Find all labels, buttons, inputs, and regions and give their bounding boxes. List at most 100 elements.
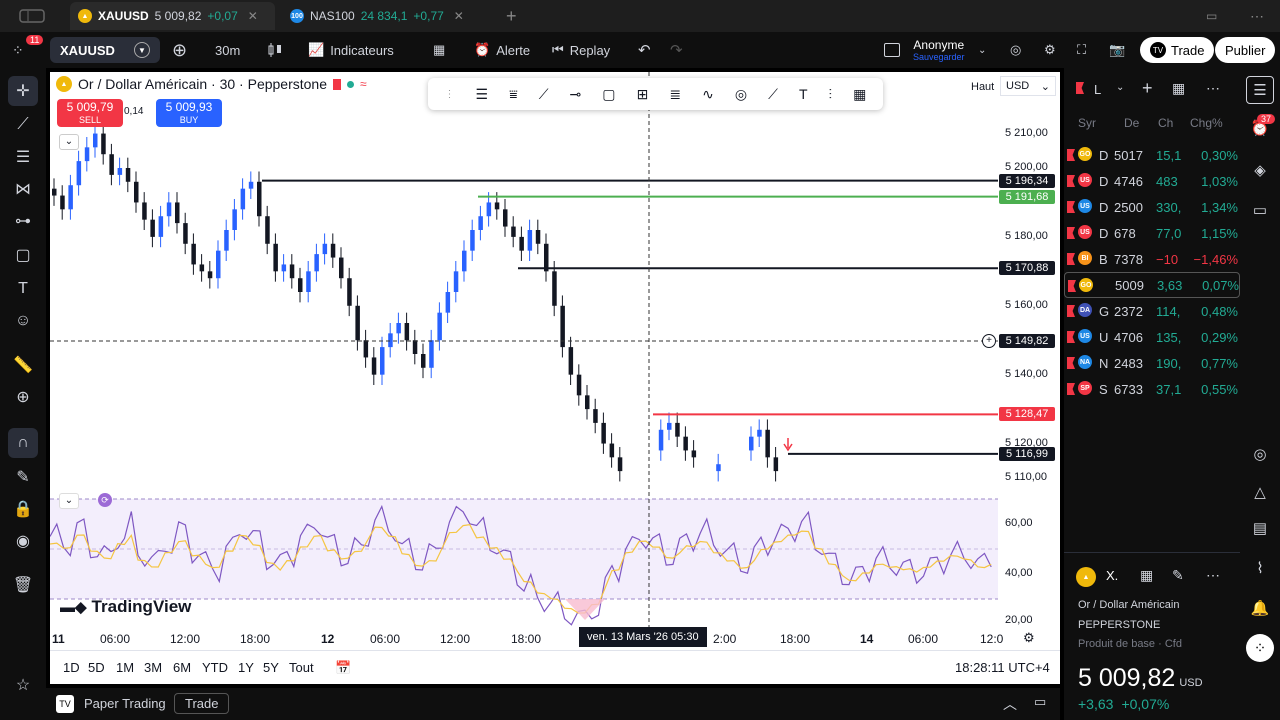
- watchlist-row[interactable]: US D 678 77,0 1,15%: [1064, 220, 1240, 246]
- alerts-icon[interactable]: ⏰: [1250, 120, 1270, 137]
- emoji-icon[interactable]: ☺: [14, 312, 32, 329]
- notifications-icon[interactable]: 🔔: [1250, 600, 1270, 617]
- chart-pane[interactable]: ▲ Or / Dollar Américain · 30 · Peppersto…: [50, 72, 1060, 650]
- watchlist-title[interactable]: L: [1094, 82, 1102, 97]
- grid-icon[interactable]: ▦: [853, 85, 867, 102]
- text-icon[interactable]: T: [798, 86, 808, 102]
- watchlist-row[interactable]: US U 4706 135, 0,29%: [1064, 324, 1240, 350]
- add-symbol-icon[interactable]: +: [1142, 78, 1153, 98]
- account-menu[interactable]: Anonyme Sauvegarder: [913, 32, 965, 68]
- more-icon[interactable]: ⋯: [1206, 80, 1220, 96]
- target-icon[interactable]: ◎: [1253, 446, 1267, 463]
- goto-date-icon[interactable]: 📅: [335, 660, 352, 675]
- layout-icon[interactable]: ▭: [1206, 9, 1218, 23]
- drag-handle-icon[interactable]: ⋮: [444, 88, 455, 100]
- watchlist-row[interactable]: SP S 6733 37,1 0,55%: [1064, 376, 1240, 402]
- indicators-button[interactable]: 📈 Indicateurs: [308, 32, 394, 68]
- compare-icon[interactable]: ▼: [134, 42, 150, 58]
- price-chart[interactable]: [50, 72, 1060, 650]
- ideas-icon[interactable]: △: [1254, 484, 1266, 501]
- brush-icon[interactable]: ⟋: [768, 85, 778, 102]
- parallel-channel-icon[interactable]: ⩸: [509, 85, 518, 102]
- collapse-legend-icon[interactable]: ⌄: [59, 134, 79, 150]
- rsi-settings-icon[interactable]: ⟳: [98, 493, 112, 507]
- buy-button[interactable]: 5 009,93 BUY: [156, 99, 222, 127]
- templates-icon[interactable]: ▦: [433, 42, 446, 57]
- alert-button[interactable]: ⏰ Alerte: [474, 32, 530, 68]
- circle-icon[interactable]: ◎: [734, 85, 748, 102]
- add-alert-icon[interactable]: +: [982, 334, 996, 348]
- tab-xauusd[interactable]: ▲ XAUUSD 5 009,82 +0,07 ✕: [70, 2, 275, 30]
- maximize-icon[interactable]: ▭: [1034, 694, 1047, 709]
- range-6m[interactable]: 6M: [173, 660, 192, 675]
- range-ytd[interactable]: YTD: [202, 660, 228, 675]
- fullscreen-icon[interactable]: ⛶: [1077, 42, 1087, 57]
- col-symbol[interactable]: Syr: [1078, 116, 1096, 130]
- collapse-pane-icon[interactable]: ⌄: [59, 493, 79, 509]
- stay-drawing-icon[interactable]: ✎: [16, 469, 30, 486]
- details-exchange[interactable]: PEPPERSTONE: [1078, 619, 1161, 631]
- chat-icon[interactable]: ▭: [1252, 202, 1268, 219]
- add-symbol-button[interactable]: ⊕: [172, 39, 188, 60]
- trash-icon[interactable]: 🗑: [12, 577, 34, 594]
- watchlist-icon[interactable]: ☰: [1246, 76, 1274, 104]
- fib-icon[interactable]: ☰: [15, 149, 31, 166]
- range-3m[interactable]: 3M: [144, 660, 163, 675]
- range-5y[interactable]: 5Y: [263, 660, 279, 675]
- more-icon[interactable]: ⋯: [1206, 567, 1220, 583]
- calendar-icon[interactable]: ▤: [1252, 520, 1268, 537]
- range-1d[interactable]: 1D: [63, 660, 80, 675]
- forecast-icon[interactable]: ⊶: [15, 213, 31, 230]
- chart-legend[interactable]: ▲ Or / Dollar Américain · 30 · Peppersto…: [56, 76, 367, 92]
- col-last[interactable]: De: [1124, 116, 1140, 130]
- redo-icon[interactable]: ↷: [670, 42, 683, 59]
- range-5d[interactable]: 5D: [88, 660, 105, 675]
- ruler-icon[interactable]: 📏: [13, 357, 33, 374]
- symbol-search[interactable]: XAUUSD ▼: [50, 32, 160, 68]
- candles-icon[interactable]: [268, 32, 282, 68]
- watchlist-row[interactable]: GO D 5017 15,1 0,30%: [1064, 142, 1240, 168]
- menu-button[interactable]: ⁘ 11: [12, 32, 44, 68]
- chevron-up-icon[interactable]: ︿: [1003, 696, 1017, 712]
- horizontal-line-icon[interactable]: ⊸: [569, 85, 582, 102]
- publish-button[interactable]: Publier: [1215, 32, 1276, 68]
- tab-nas100[interactable]: 100 NAS100 24 834,1 +0,77 ✕: [282, 2, 492, 30]
- settings-icon[interactable]: ⚙: [1044, 42, 1056, 57]
- pattern-icon[interactable]: ⋈: [15, 181, 31, 198]
- details-name[interactable]: Or / Dollar Américain: [1078, 599, 1180, 611]
- apps-icon[interactable]: ⁘: [1246, 634, 1274, 662]
- sell-button[interactable]: 5 009,79 SELL: [57, 99, 123, 127]
- crosshair-icon[interactable]: ✛: [8, 76, 38, 106]
- trade-button[interactable]: TV Trade: [1140, 32, 1215, 68]
- watchlist-row[interactable]: NA N 2483 190, 0,77%: [1064, 350, 1240, 376]
- grid-icon[interactable]: ▦: [1140, 567, 1154, 583]
- horizontal-ray-icon[interactable]: ☰: [475, 85, 489, 102]
- watchlist-row[interactable]: DA G 2372 114, 0,48%: [1064, 298, 1240, 324]
- text-icon[interactable]: T: [18, 280, 28, 297]
- path-icon[interactable]: ∿: [702, 85, 714, 102]
- zoom-icon[interactable]: ⊕: [16, 389, 30, 406]
- close-icon[interactable]: ✕: [453, 9, 464, 23]
- undo-icon[interactable]: ↶: [638, 42, 651, 59]
- scale-mode[interactable]: Haut: [971, 81, 995, 93]
- feed-icon[interactable]: ⌇: [1256, 560, 1264, 577]
- replay-button[interactable]: ⏮ Replay: [552, 32, 610, 68]
- new-tab-button[interactable]: +: [506, 5, 517, 26]
- details-symbol[interactable]: X.: [1106, 568, 1119, 583]
- quick-search-icon[interactable]: ◎: [1010, 42, 1022, 57]
- range-1m[interactable]: 1M: [116, 660, 135, 675]
- col-change[interactable]: Ch: [1158, 116, 1174, 130]
- layers-icon[interactable]: ◈: [1254, 162, 1266, 179]
- paper-trade-button[interactable]: Trade: [174, 693, 230, 714]
- range-1y[interactable]: 1Y: [238, 660, 254, 675]
- price-range-icon[interactable]: ⊞: [636, 85, 649, 102]
- settings-icon[interactable]: ⚙: [1023, 630, 1035, 645]
- close-icon[interactable]: ✕: [247, 9, 258, 23]
- watchlist-row[interactable]: GO 5009 3,63 0,07%: [1064, 272, 1240, 298]
- favorites-icon[interactable]: ☆: [15, 677, 31, 694]
- edit-icon[interactable]: ✎: [1172, 567, 1184, 583]
- lock-icon[interactable]: 🔒: [13, 501, 33, 518]
- paper-trading-label[interactable]: Paper Trading: [84, 696, 166, 711]
- sidebar-toggle-icon[interactable]: [8, 2, 56, 30]
- watchlist-row[interactable]: BI B 7378 −10 −1,46%: [1064, 246, 1240, 272]
